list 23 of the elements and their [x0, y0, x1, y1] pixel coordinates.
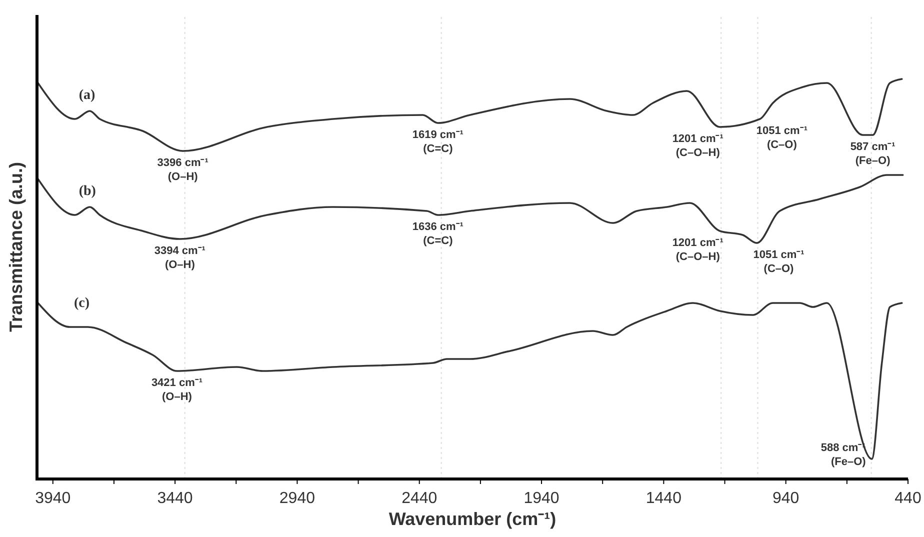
x-axis-title: Wavenumber (cm⁻¹): [388, 509, 556, 529]
x-tick-label: 3940: [35, 490, 71, 507]
series-label: (b): [78, 184, 96, 199]
annotation: 1051 cm⁻¹ (C–O): [756, 125, 808, 151]
annotation: 1051 cm⁻¹ (C–O): [753, 249, 805, 275]
annotation: 3394 cm⁻¹ (O–H): [154, 245, 206, 271]
annotation: 1636 cm⁻¹ (C=C): [412, 221, 464, 247]
annotation: 1619 cm⁻¹ (C=C): [412, 129, 464, 155]
x-tick-label: 2940: [279, 490, 316, 507]
annotation: 3396 cm⁻¹ (O–H): [157, 157, 209, 183]
annotation: 1201 cm⁻¹ (C–O–H): [672, 133, 724, 159]
series-label: (a): [78, 88, 96, 103]
x-tick-label: 1940: [524, 490, 560, 507]
x-tick-label: 940: [772, 490, 800, 507]
y-axis-title: Transmittance (a.u.): [6, 162, 26, 332]
x-tick-label: 1440: [646, 490, 682, 507]
series-label: (c): [74, 296, 90, 311]
x-tick-label: 440: [894, 490, 922, 507]
x-tick-label: 2440: [402, 490, 438, 507]
annotation: 3421 cm⁻¹ (O–H): [151, 377, 203, 403]
x-tick-label: 3440: [157, 490, 193, 507]
annotation: 587 cm⁻¹ (Fe–O): [850, 141, 896, 167]
annotation: 1201 cm⁻¹ (C–O–H): [672, 237, 724, 263]
